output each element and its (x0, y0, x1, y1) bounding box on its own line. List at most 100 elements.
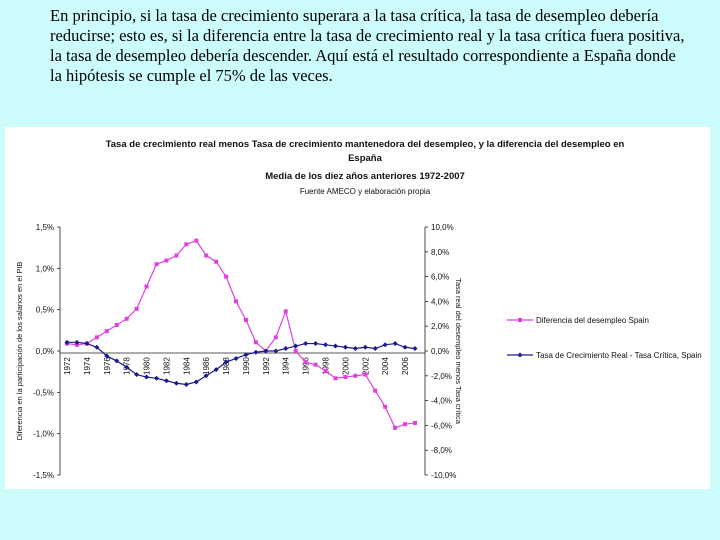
x-tick-label: 1972 (63, 357, 72, 375)
data-point (203, 373, 209, 379)
data-point (194, 238, 199, 243)
chart-subtitle: Media de los diez años anteriores 1972-2… (265, 171, 465, 182)
x-tick-label: 1974 (83, 357, 92, 375)
left-axis-label: Diferencia en la participación de los sa… (15, 262, 24, 441)
data-point (283, 346, 289, 352)
left-tick-label: -0,5% (33, 388, 54, 397)
x-tick-label: 2002 (361, 357, 370, 375)
right-tick-labels: 10,0% 8,0% 6,0% 4,0% 2,0% 0,0% -2,0% -4,0% -6,0%… (425, 223, 456, 480)
data-point (94, 344, 100, 350)
data-point (243, 352, 249, 358)
data-point (204, 253, 209, 258)
data-point (253, 340, 258, 345)
right-tick-label: -8,0% (431, 446, 452, 455)
data-point (323, 342, 329, 348)
data-point (163, 378, 169, 384)
line-chart: Tasa de crecimiento real menos Tasa de c… (15, 139, 702, 480)
data-point (104, 353, 110, 359)
left-tick-label: 0,0% (36, 347, 54, 356)
series-layer (64, 238, 418, 430)
data-point (402, 344, 408, 350)
x-tick-label: 1976 (103, 357, 112, 375)
data-point (144, 374, 150, 380)
data-point (332, 343, 338, 349)
data-point (352, 346, 358, 352)
data-point (243, 318, 248, 322)
data-point (342, 344, 348, 350)
x-tick-label: 1996 (302, 357, 311, 375)
data-point (403, 422, 408, 427)
data-point (144, 284, 149, 289)
right-tick-label: 8,0% (431, 248, 449, 257)
left-tick-label: -1,5% (33, 471, 54, 480)
x-tick-label: 1990 (242, 357, 251, 375)
data-point (164, 258, 169, 263)
data-point (134, 372, 140, 378)
data-point (283, 309, 288, 314)
data-point (263, 348, 269, 354)
data-point (303, 360, 308, 365)
data-point (323, 368, 328, 373)
data-point (154, 262, 159, 267)
data-point (224, 274, 229, 279)
legend: Diferencia del desempleo Spain Tasa de Cr… (507, 316, 702, 360)
data-point (213, 367, 219, 373)
right-tick-label: -10,0% (431, 471, 456, 480)
x-tick-label: 1984 (182, 357, 191, 375)
right-axis-label: Tasa real del desempleo menos Tasa críti… (454, 278, 463, 425)
data-point (313, 341, 319, 347)
data-point (313, 362, 318, 367)
data-point (104, 329, 109, 334)
data-point (293, 349, 298, 353)
data-point (114, 358, 120, 364)
chart-title-part: Tasa de crecimiento real menos Tasa de c… (106, 139, 625, 150)
right-tick-label: -4,0% (431, 397, 452, 406)
data-point (412, 346, 418, 352)
left-tick-labels: 1,5% 1,0% 0,5% 0,0% -0,5% -1,0% -1,5% (33, 223, 60, 480)
data-point (74, 339, 80, 345)
data-point (363, 372, 368, 377)
data-point (234, 299, 239, 304)
x-tick-label: 2006 (401, 357, 410, 375)
left-tick-label: 1,0% (36, 264, 54, 273)
series-line (66, 239, 416, 429)
x-tick-label: 2004 (381, 357, 390, 375)
right-tick-label: 6,0% (431, 273, 449, 282)
chart-title-part: España (348, 153, 383, 164)
data-point (183, 381, 189, 387)
intro-paragraph: En principio, si la tasa de crecimiento … (50, 6, 685, 85)
data-point (382, 342, 388, 348)
data-point (293, 343, 299, 349)
data-point (393, 425, 398, 430)
data-point (362, 344, 368, 350)
data-point (253, 349, 259, 355)
left-tick-label: 1,5% (36, 223, 54, 232)
data-point (413, 420, 417, 425)
data-point (392, 341, 398, 347)
data-point (84, 341, 90, 347)
data-point (173, 380, 179, 386)
x-tick-labels: 1972197419761978198019821984198619881990… (63, 357, 410, 375)
right-tick-label: 0,0% (431, 347, 449, 356)
x-tick-label: 1992 (262, 357, 271, 375)
legend-marker (517, 352, 523, 358)
chart-figure: Tasa de crecimiento real menos Tasa de c… (5, 127, 710, 489)
chart-title-line1: Tasa de crecimiento real menos Tasa de c… (106, 139, 625, 164)
data-point (273, 348, 279, 354)
x-tick-label: 1982 (162, 357, 171, 375)
data-point (94, 335, 99, 340)
data-point (373, 388, 378, 393)
data-point (303, 341, 309, 347)
data-point (223, 359, 229, 365)
right-tick-label: -2,0% (431, 372, 452, 381)
legend-label: Diferencia del desempleo Spain (536, 316, 649, 325)
data-point (184, 242, 189, 247)
right-tick-label: 4,0% (431, 297, 449, 306)
legend-label: Tasa de Crecimiento Real - Tasa Crítica,… (536, 351, 702, 360)
left-tick-label: 0,5% (36, 306, 54, 315)
x-tick-label: 2000 (341, 357, 350, 375)
right-tick-label: 2,0% (431, 322, 449, 331)
data-point (333, 376, 338, 381)
x-tick-label: 1994 (282, 357, 291, 375)
chart-source: Fuente AMECO y elaboración propia (300, 187, 431, 196)
